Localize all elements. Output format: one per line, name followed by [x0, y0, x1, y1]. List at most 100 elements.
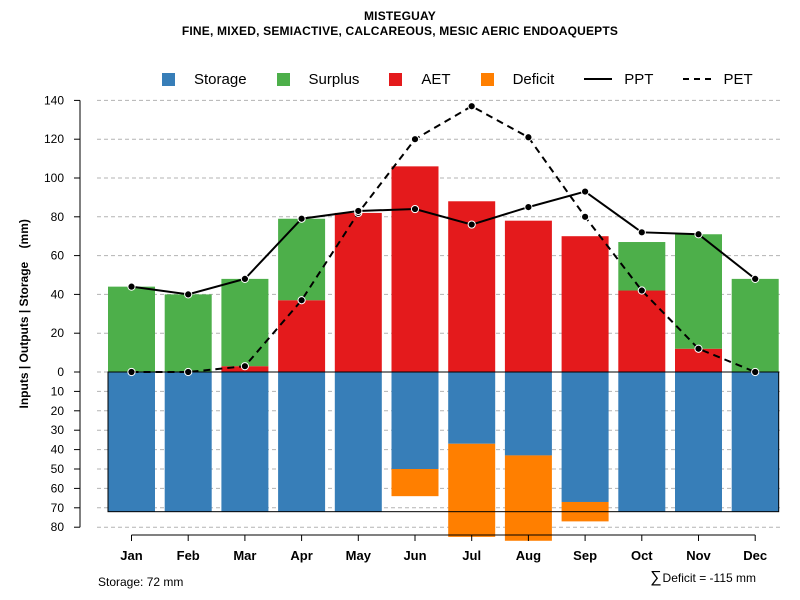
ppt-point — [637, 228, 646, 237]
y-tick-label: 100 — [44, 171, 64, 185]
ppt-line — [131, 190, 756, 296]
legend-item-storage: Storage — [162, 71, 247, 88]
ppt-point — [354, 206, 363, 216]
ppt-point — [297, 214, 306, 223]
bar-storage — [221, 372, 269, 512]
bar-aet — [278, 300, 326, 372]
chart-title: MISTEGUAY — [363, 9, 437, 23]
ppt-point — [751, 274, 760, 283]
ppt-point — [184, 290, 193, 299]
bar-surplus — [221, 278, 269, 367]
legend-label-storage: Storage — [194, 70, 247, 88]
bar-storage — [278, 372, 326, 512]
y-tick-label: 10 — [51, 384, 65, 398]
x-tick-label: Apr — [290, 548, 312, 563]
bar-storage — [108, 372, 155, 512]
pet-point — [410, 135, 420, 144]
bar-storage — [618, 372, 666, 512]
y-axis-label: Inputs | Outputs | Storage (mm) — [17, 219, 31, 408]
bar-aet — [334, 212, 382, 372]
bar-storage — [448, 372, 496, 444]
legend-item-surplus: Surplus — [276, 70, 360, 88]
pet-point — [184, 367, 193, 377]
legend-swatch-storage — [162, 72, 175, 86]
ppt-point — [240, 274, 249, 283]
y-tick-label: 20 — [51, 326, 65, 340]
legend-line-pet — [683, 78, 712, 80]
ppt-point — [581, 187, 590, 196]
y-tick-label: 140 — [44, 93, 64, 107]
bar-surplus — [618, 242, 666, 291]
y-tick-label: 80 — [51, 520, 65, 534]
ppt-point — [127, 282, 136, 291]
y-tick-label: 20 — [51, 404, 65, 418]
y-tick-label: 40 — [51, 443, 65, 457]
pet-line — [131, 105, 756, 373]
deficit-summary-text: Deficit = -115 mm — [662, 571, 756, 585]
x-tick-label: Jul — [462, 548, 481, 563]
legend-label-ppt: PPT — [624, 70, 654, 88]
y-tick-label: 80 — [51, 210, 65, 224]
bar-surplus — [675, 234, 722, 349]
bar-deficit — [391, 469, 439, 497]
legend-item-ppt: PPT — [584, 71, 653, 88]
pet-point — [297, 296, 306, 305]
bar-surplus — [731, 278, 779, 372]
y-tick-label: 30 — [51, 423, 65, 437]
pet-point — [524, 133, 533, 142]
legend: Storage Surplus AET Deficit PPT PET — [162, 69, 783, 89]
chart-subtitle: FINE, MIXED, SEMIACTIVE, CALCAREOUS, MES… — [181, 24, 619, 38]
x-tick-label: Dec — [743, 548, 767, 563]
legend-line-ppt — [584, 78, 613, 80]
legend-label-aet: AET — [421, 70, 451, 88]
bar-aet — [504, 220, 552, 372]
bar-storage — [675, 372, 722, 512]
y-tick-label: 70 — [51, 501, 65, 515]
legend-item-pet: PET — [683, 70, 753, 88]
bar-surplus — [108, 286, 155, 372]
legend-swatch-aet — [389, 72, 403, 86]
legend-item-aet: AET — [389, 70, 451, 88]
bar-aet — [618, 290, 666, 372]
bar-aet — [561, 236, 609, 372]
pet-point — [581, 212, 590, 221]
y-tick-label: 120 — [44, 132, 64, 146]
x-tick-label: May — [346, 548, 372, 563]
y-tick-label: 60 — [51, 249, 65, 263]
bar-aet — [675, 348, 722, 372]
pet-point — [127, 367, 136, 377]
x-tick-label: Nov — [686, 548, 711, 563]
bar-deficit — [448, 443, 496, 537]
x-tick-label: Feb — [177, 548, 200, 563]
bar-surplus — [164, 294, 212, 372]
bar-aet — [391, 166, 439, 372]
sigma-symbol: ∑ — [650, 569, 662, 586]
bar-surplus — [278, 218, 326, 301]
bar-storage — [731, 372, 779, 512]
pet-point — [467, 102, 476, 111]
y-tick-label: 50 — [51, 462, 65, 476]
y-tick-label: 60 — [51, 481, 65, 495]
x-tick-label: Jan — [120, 548, 142, 563]
pet-point — [240, 362, 249, 371]
pet-point — [751, 367, 760, 377]
x-tick-label: Mar — [233, 548, 256, 563]
bar-storage — [504, 372, 552, 456]
x-tick-label: Sep — [573, 548, 597, 563]
y-tick-label: 40 — [51, 287, 65, 301]
bar-storage — [164, 372, 212, 512]
legend-swatch-deficit — [480, 72, 494, 86]
ppt-point — [694, 230, 703, 239]
x-tick-label: Jun — [403, 548, 426, 563]
pet-point — [637, 286, 646, 295]
legend-item-deficit: Deficit — [480, 70, 555, 88]
legend-label-surplus: Surplus — [308, 70, 360, 88]
bar-storage — [391, 372, 439, 469]
legend-label-pet: PET — [723, 70, 753, 88]
bar-storage — [334, 372, 382, 512]
bar-storage — [561, 372, 609, 502]
legend-label-deficit: Deficit — [512, 70, 555, 88]
ppt-point — [524, 203, 533, 212]
x-tick-label: Oct — [631, 548, 653, 563]
